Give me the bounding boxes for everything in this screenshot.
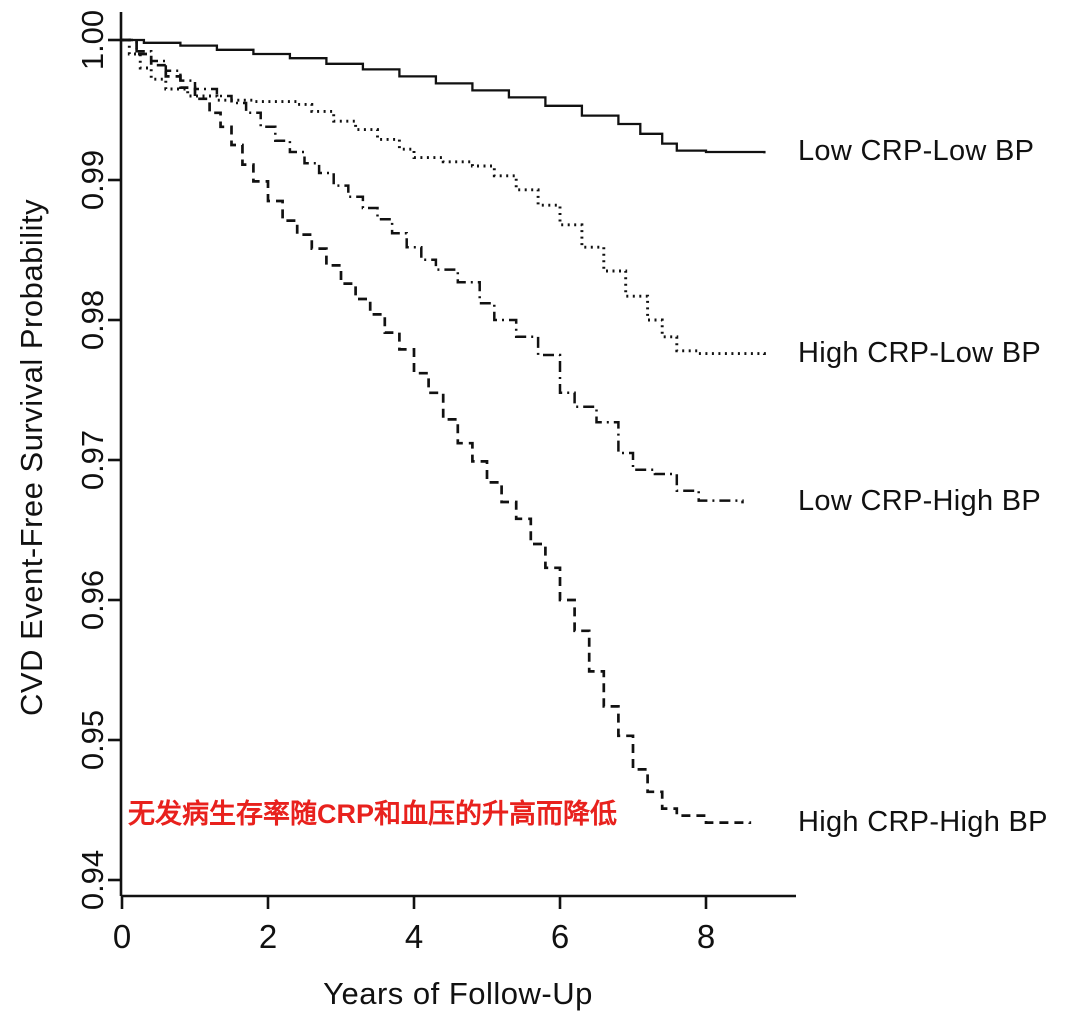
- curve-low-crp-high-bp: [122, 38, 744, 504]
- series-label-low-crp-low-bp: Low CRP-Low BP: [798, 135, 1035, 168]
- curve-high-crp-high-bp: [122, 38, 752, 824]
- y-tick-label: 0.95: [75, 710, 110, 770]
- x-tick-label: 2: [259, 918, 277, 955]
- curve-low-crp-low-bp: [122, 38, 766, 154]
- curve-high-crp-low-bp: [122, 38, 766, 356]
- x-axis-label: Years of Follow-Up: [323, 976, 593, 1011]
- y-tick-label: 0.94: [75, 850, 110, 910]
- annotation-text: 无发病生存率随CRP和血压的升高而降低: [128, 799, 618, 829]
- series-label-low-crp-high-bp: Low CRP-High BP: [798, 485, 1042, 518]
- y-axis-label: CVD Event-Free Survival Probability: [14, 198, 49, 716]
- y-tick-label: 0.97: [75, 430, 110, 490]
- y-tick-label: 0.96: [75, 570, 110, 630]
- y-tick-label: 1.00: [75, 10, 110, 70]
- series-label-high-crp-low-bp: High CRP-Low BP: [798, 337, 1042, 369]
- series-label-high-crp-high-bp: High CRP-High BP: [798, 806, 1048, 838]
- x-tick-label: 4: [405, 918, 423, 955]
- x-tick-label: 6: [551, 918, 569, 955]
- y-tick-label: 0.98: [75, 290, 110, 350]
- x-tick-label: 0: [113, 918, 131, 955]
- y-tick-label: 0.99: [75, 150, 110, 210]
- x-tick-label: 8: [697, 918, 715, 955]
